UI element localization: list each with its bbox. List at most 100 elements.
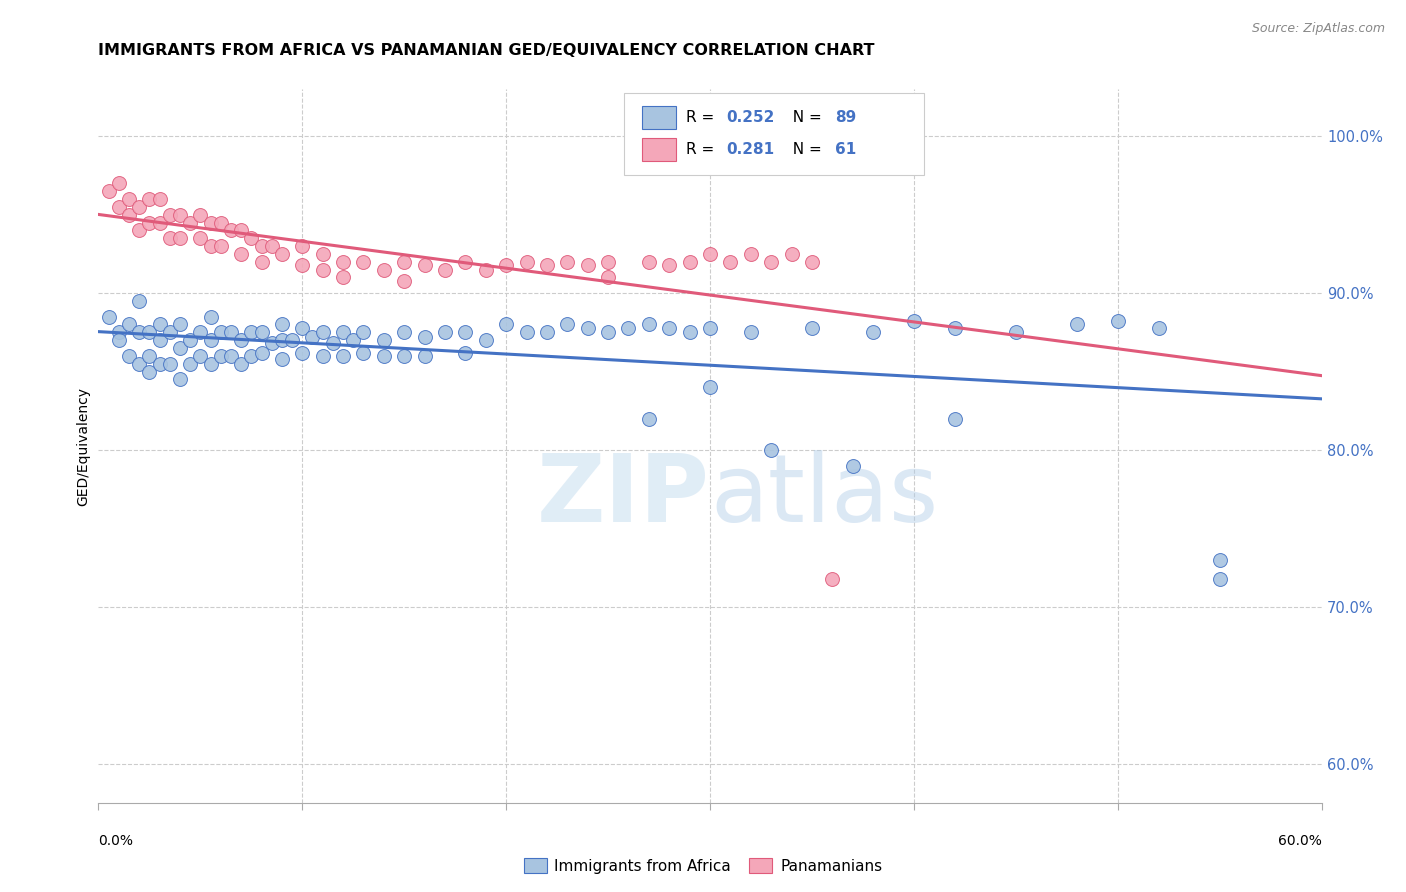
Point [138,364,160,378]
Point [312,262,335,277]
Point [332,270,354,285]
Point [903,314,925,328]
Text: R =: R = [686,111,718,125]
Point [638,254,661,268]
Point [332,254,354,268]
Point [332,349,354,363]
Point [209,349,232,363]
Point [200,333,222,347]
Point [322,336,344,351]
Point [149,192,172,206]
Point [392,349,416,363]
Point [373,333,395,347]
Text: 0.281: 0.281 [725,143,775,157]
Point [332,326,354,340]
Point [392,254,416,268]
Point [159,231,181,245]
Point [658,320,681,334]
Point [373,262,395,277]
Point [118,208,141,222]
Point [108,333,131,347]
Text: R =: R = [686,143,718,157]
Point [188,349,212,363]
Point [1209,572,1232,586]
Point [219,326,242,340]
Text: 0.0%: 0.0% [98,834,134,848]
Point [495,258,517,272]
Point [1107,314,1129,328]
Point [159,208,181,222]
Point [138,215,160,229]
Point [291,239,314,253]
Point [352,345,374,359]
Point [209,215,232,229]
Point [699,380,721,394]
Point [240,349,263,363]
Point [598,270,620,285]
Point [231,357,253,371]
Point [598,326,620,340]
Text: 89: 89 [835,111,856,125]
Point [219,349,242,363]
Legend: Immigrants from Africa, Panamanians: Immigrants from Africa, Panamanians [517,852,889,880]
Point [434,326,457,340]
Text: 0.252: 0.252 [725,111,775,125]
Text: 60.0%: 60.0% [1278,834,1322,848]
Point [200,357,222,371]
Text: IMMIGRANTS FROM AFRICA VS PANAMANIAN GED/EQUIVALENCY CORRELATION CHART: IMMIGRANTS FROM AFRICA VS PANAMANIAN GED… [98,43,875,58]
Point [392,326,416,340]
Point [413,349,436,363]
Point [200,310,222,324]
Point [270,351,294,366]
Point [352,326,374,340]
Point [260,239,283,253]
Point [169,208,191,222]
Point [413,330,436,344]
Point [250,254,273,268]
Text: atlas: atlas [710,450,938,542]
Point [270,333,294,347]
Point [250,239,273,253]
Point [821,572,844,586]
Point [780,247,803,261]
Point [179,357,201,371]
Point [720,254,742,268]
Point [1066,318,1088,332]
Point [291,320,314,334]
Point [454,254,477,268]
Point [169,341,191,355]
Point [1004,326,1026,340]
Point [638,318,661,332]
Point [128,293,150,308]
Point [841,458,863,473]
Point [169,231,191,245]
Point [557,254,579,268]
Point [179,215,201,229]
Point [179,333,201,347]
Point [312,326,335,340]
Point [699,247,721,261]
Point [169,372,191,386]
Point [118,192,141,206]
Point [250,326,273,340]
Point [128,357,150,371]
Point [219,223,242,237]
Text: ZIP: ZIP [537,450,710,542]
Point [138,326,160,340]
Point [270,318,294,332]
Point [128,200,150,214]
Point [576,320,599,334]
Point [149,318,172,332]
Point [138,192,160,206]
Point [188,208,212,222]
Point [943,320,966,334]
Point [679,254,702,268]
Point [434,262,457,277]
Point [373,349,395,363]
Point [454,345,477,359]
Point [1147,320,1170,334]
Point [200,239,222,253]
Point [281,333,304,347]
Point [1209,552,1232,566]
Point [97,184,120,198]
